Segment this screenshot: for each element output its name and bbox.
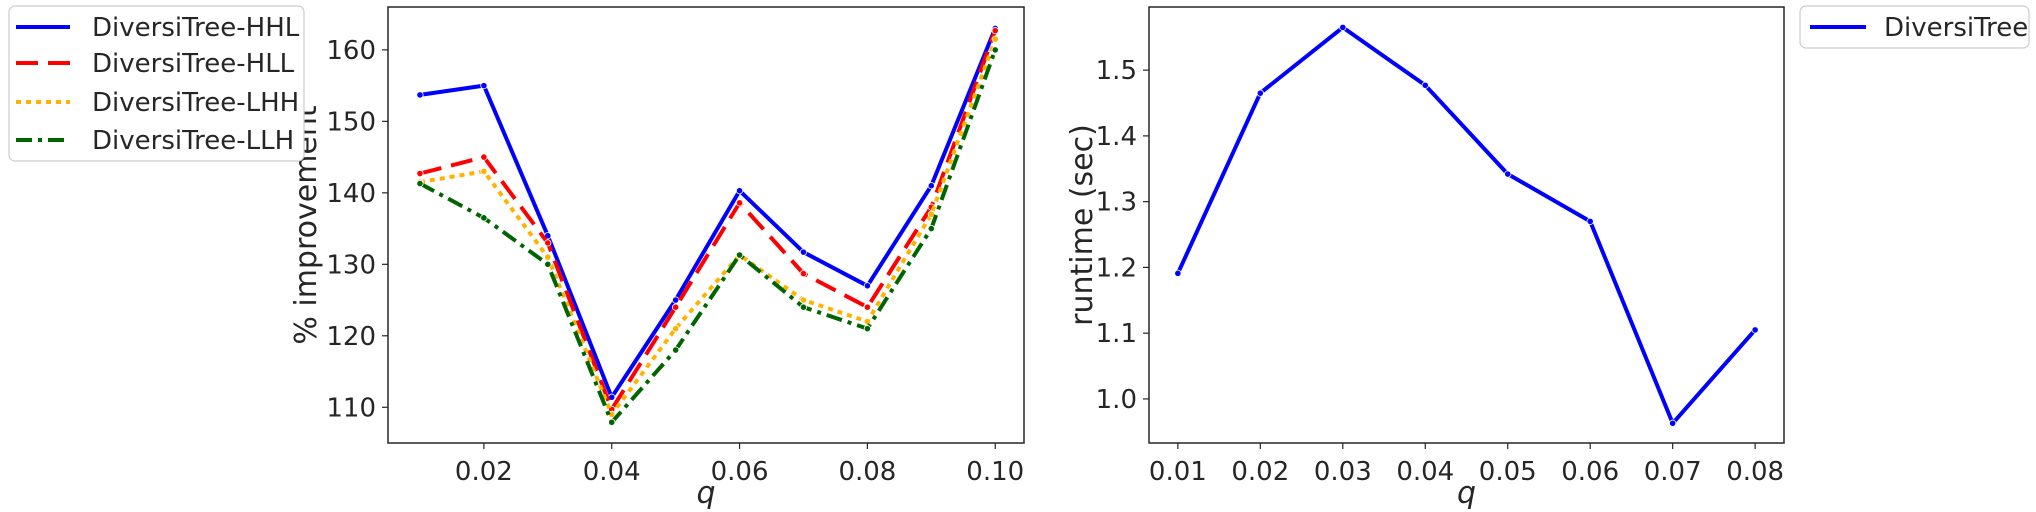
data-point: [1669, 419, 1677, 427]
y-tick-label: 1.3: [1096, 188, 1137, 218]
x-tick-label: 0.02: [1231, 457, 1289, 487]
data-point: [1339, 23, 1347, 31]
data-point: [927, 182, 935, 190]
x-tick-label: 0.03: [1314, 457, 1372, 487]
legend-label: DiversiTree-LLH: [92, 126, 294, 156]
x-tick-label: 0.08: [1726, 457, 1784, 487]
data-point: [544, 260, 552, 268]
x-tick-label: 0.06: [711, 457, 769, 487]
plot-frame: [387, 6, 1025, 444]
data-point: [1504, 170, 1512, 178]
improvement-chart: 0.02 0.04 0.06 0.08 0.10110120130140150160q%…: [289, 6, 1025, 511]
data-point: [863, 325, 871, 333]
data-point: [735, 187, 744, 195]
data-point: [480, 214, 488, 222]
series-line: [419, 29, 998, 412]
data-point: [1174, 269, 1182, 277]
data-point: [927, 210, 935, 218]
y-tick-label: 110: [326, 393, 376, 423]
y-tick-label: 1.4: [1096, 122, 1137, 152]
x-tick-label: 0.04: [583, 457, 641, 487]
data-point: [544, 253, 552, 261]
legend-frame: [1799, 5, 2030, 49]
data-point: [927, 224, 935, 233]
runtime-legend: DiversiTree: [1799, 5, 2030, 49]
data-point: [416, 179, 424, 188]
series-line: [419, 38, 998, 417]
data-point: [672, 303, 680, 311]
data-point: [608, 418, 616, 426]
x-tick-label: 0.08: [838, 457, 896, 487]
data-point: [799, 248, 808, 256]
data-point: [1586, 217, 1594, 225]
x-tick-label: 0.05: [1479, 457, 1537, 487]
data-point: [863, 317, 871, 326]
data-point: [480, 153, 488, 161]
data-point: [480, 82, 488, 90]
y-tick-label: 150: [326, 107, 376, 137]
y-tick-label: 130: [326, 250, 376, 280]
data-point: [1256, 89, 1264, 97]
data-point: [735, 251, 744, 259]
y-tick-label: 1.0: [1096, 385, 1137, 415]
legend-label: DiversiTree: [1884, 13, 2028, 43]
data-point: [799, 270, 808, 278]
x-tick-label: 0.06: [1561, 457, 1619, 487]
series-line: [419, 49, 998, 425]
y-tick-label: 1.5: [1096, 56, 1137, 86]
y-tick-label: 120: [326, 322, 376, 352]
x-tick-label: 0.07: [1644, 457, 1702, 487]
data-point: [863, 303, 871, 311]
legend-label: DiversiTree-HHL: [92, 13, 300, 43]
data-point: [799, 303, 808, 311]
data-point: [544, 239, 552, 247]
data-point: [672, 296, 680, 304]
data-point: [991, 26, 999, 35]
legend-label: DiversiTree-LHH: [92, 88, 299, 118]
data-point: [863, 282, 871, 290]
data-point: [416, 169, 424, 178]
x-axis-label: q: [696, 476, 715, 511]
legend-label: DiversiTree-HLL: [92, 49, 295, 79]
y-tick-label: 160: [326, 36, 376, 66]
x-tick-label: 0.04: [1396, 457, 1454, 487]
data-point: [480, 167, 488, 175]
x-tick-label: 0.02: [455, 457, 513, 487]
y-tick-label: 1.2: [1096, 253, 1137, 283]
data-point: [799, 296, 808, 304]
data-point: [735, 199, 744, 207]
plot-frame: [1148, 6, 1785, 444]
data-point: [672, 325, 680, 333]
data-point: [416, 91, 424, 99]
y-axis-label: runtime (sec): [1065, 124, 1100, 326]
data-point: [1421, 81, 1429, 89]
data-point: [991, 35, 999, 43]
y-tick-label: 140: [326, 179, 376, 209]
series-line: [419, 27, 998, 400]
runtime-chart: 0.01 0.02 0.03 0.04 0.05 0.06 0.07 0.08 1.0 1.1 1.…: [1065, 6, 1785, 511]
data-point: [672, 346, 680, 354]
legend-frame: [8, 5, 305, 162]
x-tick-label: 0.10: [966, 457, 1024, 487]
data-point: [991, 46, 999, 54]
x-axis-label: q: [1457, 476, 1476, 511]
improvement-legend: DiversiTree-HHL DiversiTree-HLL DiversiTre…: [8, 5, 305, 162]
series-line: [1176, 25, 1757, 426]
data-point: [1751, 326, 1759, 334]
x-tick-label: 0.01: [1149, 457, 1207, 487]
y-tick-label: 1.1: [1096, 319, 1137, 349]
